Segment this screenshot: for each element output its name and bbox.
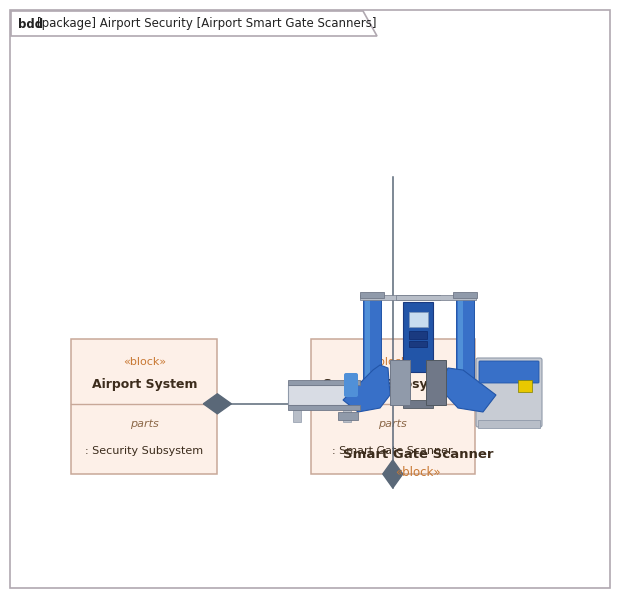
Text: [package] Airport Security [Airport Smart Gate Scanners]: [package] Airport Security [Airport Smar… bbox=[37, 17, 376, 31]
FancyBboxPatch shape bbox=[403, 400, 433, 408]
FancyBboxPatch shape bbox=[363, 295, 381, 400]
FancyBboxPatch shape bbox=[478, 420, 540, 428]
Text: parts: parts bbox=[130, 419, 159, 429]
FancyBboxPatch shape bbox=[458, 297, 463, 398]
Polygon shape bbox=[343, 365, 390, 412]
FancyBboxPatch shape bbox=[365, 297, 370, 398]
FancyBboxPatch shape bbox=[343, 410, 351, 422]
FancyBboxPatch shape bbox=[288, 385, 360, 405]
Text: «block»: «block» bbox=[371, 357, 414, 367]
Polygon shape bbox=[383, 460, 403, 488]
Text: : Smart Gate Scanner: : Smart Gate Scanner bbox=[332, 446, 453, 456]
FancyBboxPatch shape bbox=[360, 292, 384, 298]
FancyBboxPatch shape bbox=[479, 361, 539, 383]
FancyBboxPatch shape bbox=[518, 380, 532, 392]
Text: : Security Subsystem: : Security Subsystem bbox=[85, 446, 204, 456]
Text: bdd: bdd bbox=[18, 17, 43, 31]
Text: parts: parts bbox=[378, 419, 407, 429]
Text: «block»: «block» bbox=[123, 357, 166, 367]
FancyBboxPatch shape bbox=[360, 295, 440, 300]
FancyBboxPatch shape bbox=[409, 311, 427, 326]
FancyBboxPatch shape bbox=[453, 292, 477, 298]
Polygon shape bbox=[11, 11, 377, 36]
Text: «block»: «block» bbox=[395, 467, 441, 479]
FancyBboxPatch shape bbox=[403, 302, 433, 372]
Polygon shape bbox=[203, 394, 232, 414]
FancyBboxPatch shape bbox=[476, 358, 542, 427]
FancyBboxPatch shape bbox=[426, 360, 446, 405]
FancyBboxPatch shape bbox=[390, 360, 410, 405]
Text: Security Subsystem: Security Subsystem bbox=[323, 379, 463, 391]
FancyBboxPatch shape bbox=[409, 331, 427, 339]
Text: Airport System: Airport System bbox=[92, 379, 197, 391]
Text: Smart Gate Scanner: Smart Gate Scanner bbox=[343, 449, 493, 461]
FancyBboxPatch shape bbox=[344, 373, 358, 397]
FancyBboxPatch shape bbox=[71, 339, 217, 474]
FancyBboxPatch shape bbox=[409, 341, 427, 347]
FancyBboxPatch shape bbox=[338, 412, 358, 420]
FancyBboxPatch shape bbox=[293, 410, 301, 422]
Polygon shape bbox=[446, 368, 496, 412]
FancyBboxPatch shape bbox=[10, 10, 610, 588]
FancyBboxPatch shape bbox=[288, 405, 360, 410]
FancyBboxPatch shape bbox=[310, 339, 475, 474]
FancyBboxPatch shape bbox=[396, 295, 476, 300]
FancyBboxPatch shape bbox=[288, 380, 360, 385]
FancyBboxPatch shape bbox=[456, 295, 474, 400]
